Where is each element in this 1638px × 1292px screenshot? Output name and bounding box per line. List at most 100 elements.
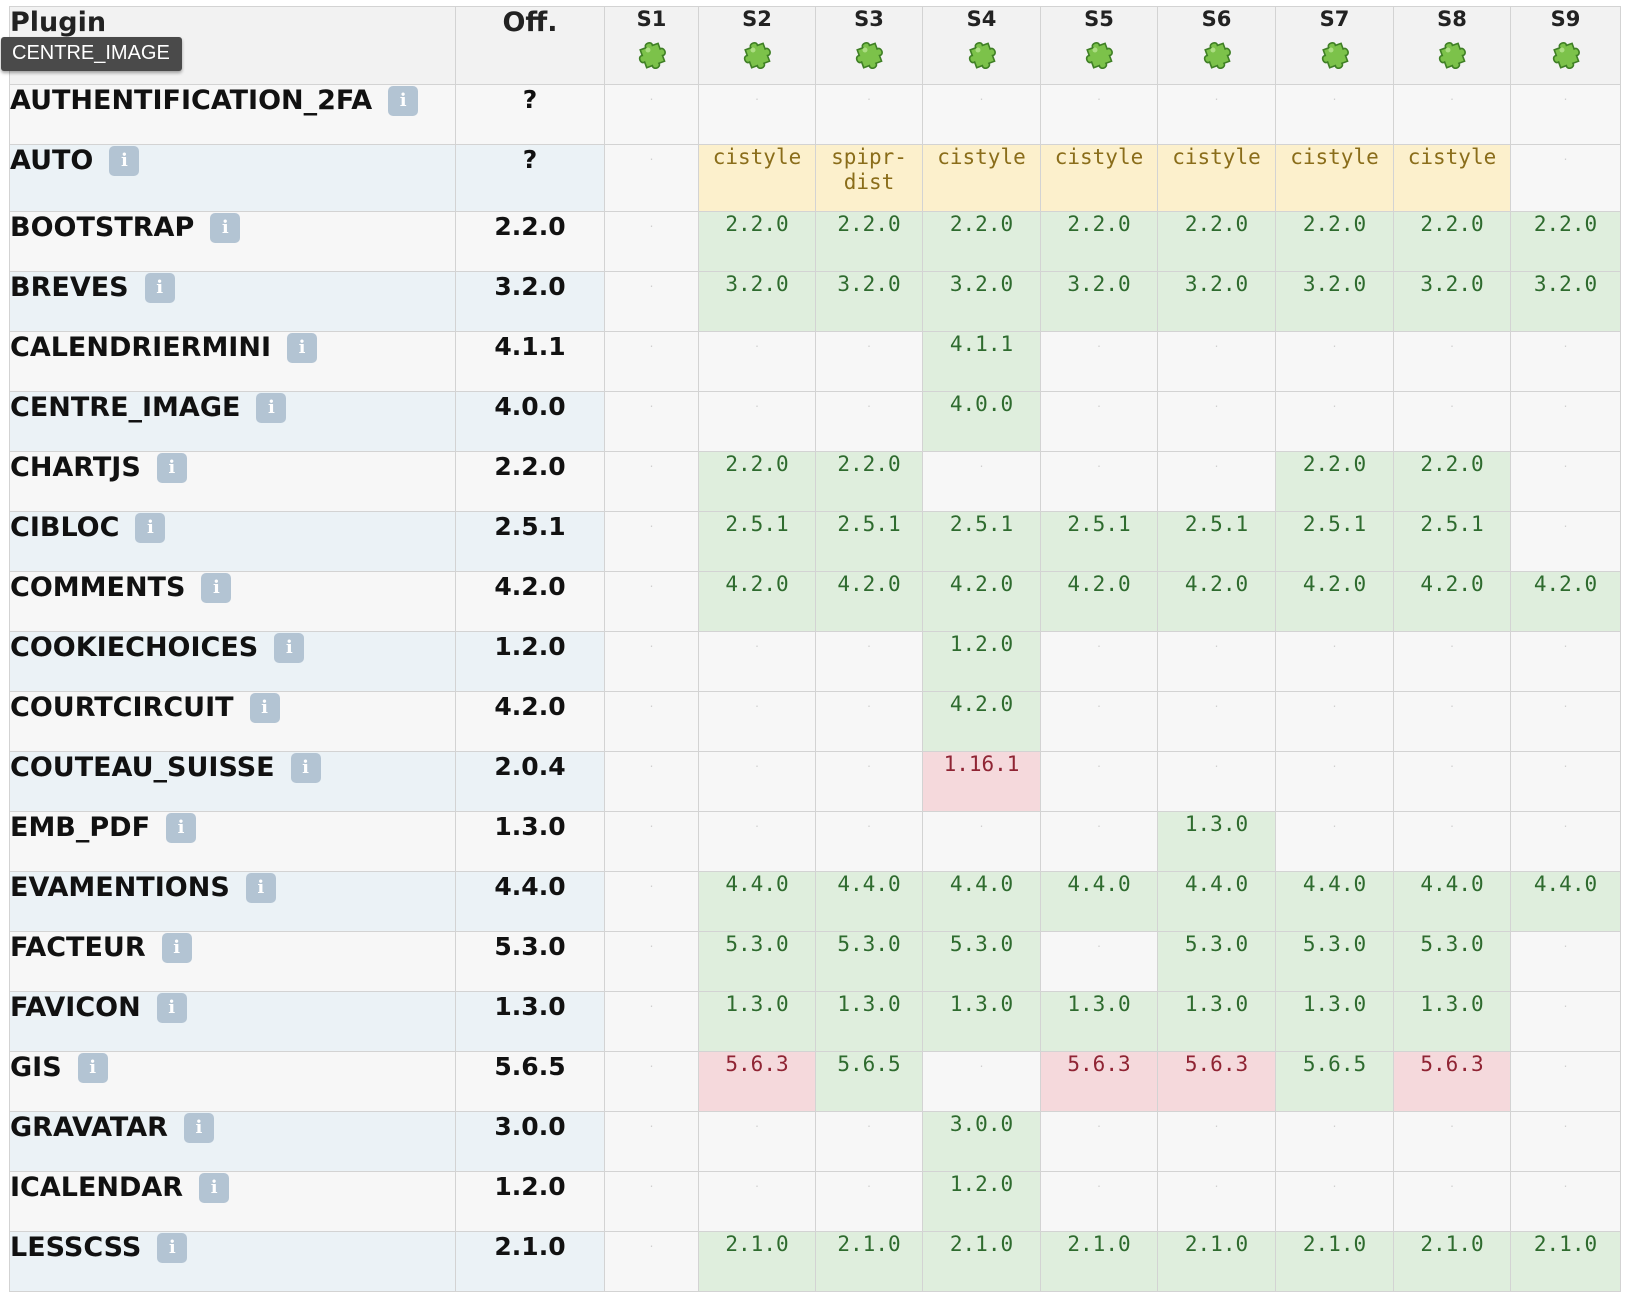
info-icon[interactable]: i xyxy=(161,932,192,963)
site-version-cell: 3.2.0 xyxy=(1157,271,1276,332)
site-version-cell: 3.2.0 xyxy=(1040,271,1158,332)
plugin-name: COURTCIRCUIT xyxy=(10,692,234,724)
site-version-cell: . xyxy=(922,811,1041,872)
info-icon[interactable]: i xyxy=(144,272,175,303)
info-icon[interactable]: i xyxy=(287,332,317,363)
plugin-column-header[interactable]: Plugin xyxy=(9,6,456,85)
site-version-cell: . xyxy=(604,391,699,452)
site-column-header-s8[interactable]: S8 xyxy=(1393,6,1511,85)
info-icon[interactable]: i xyxy=(245,872,276,903)
site-version-cell: . xyxy=(1393,1171,1511,1232)
official-version: 2.2.0 xyxy=(455,451,605,512)
site-version-cell: . xyxy=(1510,1051,1621,1112)
site-version-cell: . xyxy=(815,391,923,452)
site-label: S6 xyxy=(1201,7,1232,32)
tooltip: CENTRE_IMAGE xyxy=(1,37,182,71)
official-version: ? xyxy=(455,84,605,145)
info-icon[interactable]: i xyxy=(388,85,419,116)
info-icon[interactable]: i xyxy=(249,692,280,723)
info-icon[interactable]: i xyxy=(290,752,321,783)
info-icon[interactable]: i xyxy=(156,452,187,483)
official-column-header[interactable]: Off. xyxy=(455,6,605,85)
header-row: Plugin Off. S1 S2 S3 S4 S5 S6 S7 S8 S9 xyxy=(9,6,1621,85)
plugin-name-cell: COMMENTS i xyxy=(9,571,456,632)
site-column-header-s7[interactable]: S7 xyxy=(1275,6,1394,85)
table-row: FAVICON i 1.3.0. 1.3.0 1.3.0 1.3.0 1.3.0 1.3.0 1… xyxy=(9,991,1621,1052)
plugin-name: COUTEAU_SUISSE xyxy=(10,752,275,784)
puzzle-icon xyxy=(1203,42,1231,69)
site-version-cell: . xyxy=(604,1111,699,1172)
site-version-cell: 3.2.0 xyxy=(698,271,816,332)
site-version-cell: 2.2.0 xyxy=(1275,451,1394,512)
site-version-cell: . xyxy=(1510,1111,1621,1172)
site-column-header-s3[interactable]: S3 xyxy=(815,6,923,85)
site-version-cell: . xyxy=(1157,751,1276,812)
site-version-cell: . xyxy=(815,751,923,812)
site-version-cell: 4.4.0 xyxy=(1275,871,1394,932)
plugin-name: COMMENTS xyxy=(10,572,186,604)
site-column-header-s9[interactable]: S9 xyxy=(1510,6,1621,85)
site-version-cell: 5.3.0 xyxy=(815,931,923,992)
info-icon[interactable]: i xyxy=(109,145,140,176)
site-version-cell: 4.1.1 xyxy=(922,331,1041,392)
site-version-cell: spipr-dist xyxy=(815,144,923,212)
plugin-name: FACTEUR xyxy=(10,932,146,964)
site-version-cell: . xyxy=(1510,511,1621,572)
site-version-cell: 3.0.0 xyxy=(922,1111,1041,1172)
site-version-cell: . xyxy=(1040,84,1158,145)
official-version: 2.5.1 xyxy=(455,511,605,572)
site-version-cell: . xyxy=(1393,691,1511,752)
site-version-cell: 3.2.0 xyxy=(815,271,923,332)
site-version-cell: 2.5.1 xyxy=(1393,511,1511,572)
table-row: CHARTJS i 2.2.0. 2.2.0 2.2.0... 2.2.0 2.2.0. xyxy=(9,451,1621,512)
info-icon[interactable]: i xyxy=(256,392,287,423)
site-column-header-s4[interactable]: S4 xyxy=(922,6,1041,85)
plugin-name: CALENDRIERMINI xyxy=(10,332,272,364)
site-version-cell: . xyxy=(1510,811,1621,872)
site-version-cell: 2.5.1 xyxy=(1275,511,1394,572)
site-version-cell: cistyle xyxy=(1040,144,1158,212)
table-row: COMMENTS i 4.2.0. 4.2.0 4.2.0 4.2.0 4.2.0 4.2.0… xyxy=(9,571,1621,632)
info-icon[interactable]: i xyxy=(77,1052,108,1083)
puzzle-icon xyxy=(1438,42,1466,69)
plugin-name: AUTO xyxy=(10,145,94,177)
site-version-cell: 2.1.0 xyxy=(1275,1231,1394,1292)
site-version-cell: 5.3.0 xyxy=(698,931,816,992)
site-version-cell: . xyxy=(922,84,1041,145)
site-version-cell: . xyxy=(1040,931,1158,992)
official-version: 1.3.0 xyxy=(455,811,605,872)
info-icon[interactable]: i xyxy=(274,632,305,663)
site-version-cell: 4.2.0 xyxy=(1157,571,1276,632)
official-version: 3.0.0 xyxy=(455,1111,605,1172)
site-version-cell: 4.2.0 xyxy=(815,571,923,632)
official-version: 5.6.5 xyxy=(455,1051,605,1112)
site-version-cell: . xyxy=(1040,691,1158,752)
official-version: 1.3.0 xyxy=(455,991,605,1052)
info-icon[interactable]: i xyxy=(157,1232,188,1263)
info-icon[interactable]: i xyxy=(199,1172,230,1203)
site-version-cell: 4.2.0 xyxy=(922,691,1041,752)
site-label: S5 xyxy=(1084,7,1114,32)
info-icon[interactable]: i xyxy=(201,572,232,603)
site-version-cell: . xyxy=(1040,1111,1158,1172)
site-version-cell: . xyxy=(604,931,699,992)
official-version: 4.4.0 xyxy=(455,871,605,932)
info-icon[interactable]: i xyxy=(135,512,166,543)
site-version-cell: 2.5.1 xyxy=(1040,511,1158,572)
site-column-header-s5[interactable]: S5 xyxy=(1040,6,1158,85)
info-icon[interactable]: i xyxy=(166,812,197,843)
site-version-cell: 4.2.0 xyxy=(698,571,816,632)
site-column-header-s6[interactable]: S6 xyxy=(1157,6,1276,85)
info-icon[interactable]: i xyxy=(156,992,187,1023)
site-version-cell: 3.2.0 xyxy=(1275,271,1394,332)
site-column-header-s2[interactable]: S2 xyxy=(698,6,816,85)
site-version-cell: . xyxy=(1393,1111,1511,1172)
info-icon[interactable]: i xyxy=(183,1112,214,1143)
site-version-cell: . xyxy=(604,1231,699,1292)
site-version-cell: . xyxy=(1275,1111,1394,1172)
site-column-header-s1[interactable]: S1 xyxy=(604,6,699,85)
plugin-name: COOKIECHOICES xyxy=(10,632,259,664)
info-icon[interactable]: i xyxy=(210,212,241,243)
puzzle-icon xyxy=(1321,42,1349,69)
site-label: S4 xyxy=(966,7,997,32)
